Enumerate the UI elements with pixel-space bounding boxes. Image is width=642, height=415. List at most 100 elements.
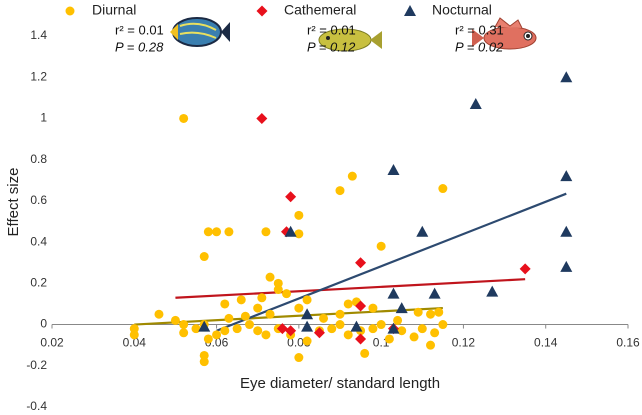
point — [276, 323, 288, 335]
legend-label: Diurnal — [92, 2, 136, 18]
point — [285, 191, 297, 203]
r2-label: r² = 0.01 — [307, 22, 356, 37]
point — [191, 324, 201, 334]
point — [224, 227, 234, 237]
x-axis-title: Eye diameter/ standard length — [240, 375, 440, 392]
y-tick-label: 1.2 — [30, 69, 47, 83]
trend-line — [216, 192, 567, 332]
point — [376, 320, 386, 330]
point — [257, 293, 267, 303]
r2-label: r² = 0.01 — [115, 22, 164, 37]
point — [199, 252, 209, 262]
point — [212, 227, 222, 237]
point — [426, 340, 436, 350]
point — [261, 227, 271, 237]
point — [368, 303, 378, 313]
point — [240, 311, 250, 321]
y-tick-label: 0.8 — [30, 152, 47, 166]
point — [430, 328, 440, 338]
y-tick-label: 1.4 — [30, 28, 47, 42]
point — [129, 324, 139, 334]
point — [265, 272, 275, 282]
point — [294, 229, 304, 239]
point — [220, 326, 230, 336]
point — [203, 227, 213, 237]
point — [350, 320, 363, 332]
point — [253, 326, 263, 336]
y-tick-label: 0.6 — [30, 193, 47, 207]
point — [387, 322, 400, 334]
point — [426, 309, 436, 319]
point — [170, 315, 180, 325]
point — [236, 295, 246, 305]
point — [397, 326, 407, 336]
point — [327, 324, 337, 334]
point — [273, 278, 283, 288]
x-tick-label: 0.02 — [40, 336, 64, 350]
point — [486, 285, 499, 297]
p-label: P = 0.02 — [455, 39, 504, 54]
point — [519, 263, 531, 275]
legend-marker — [65, 6, 75, 16]
x-tick-label: 0.12 — [452, 336, 476, 350]
point — [261, 330, 271, 340]
legend-label: Nocturnal — [432, 2, 492, 18]
point — [302, 295, 312, 305]
point — [413, 307, 423, 317]
point — [294, 210, 304, 220]
x-tick-label: 0.16 — [616, 336, 640, 350]
point — [265, 309, 275, 319]
point — [212, 330, 222, 340]
point — [220, 299, 230, 309]
point — [179, 328, 189, 338]
point — [203, 334, 213, 344]
point — [409, 332, 419, 342]
point — [428, 287, 441, 299]
point — [360, 348, 370, 358]
point — [434, 307, 444, 317]
point — [355, 333, 367, 345]
point — [560, 260, 573, 272]
point — [154, 309, 164, 319]
fish-diurnal — [170, 17, 230, 47]
point — [335, 309, 345, 319]
point — [294, 303, 304, 313]
point — [355, 300, 367, 312]
y-tick-label: 0 — [40, 317, 47, 331]
point — [199, 357, 209, 367]
point — [253, 303, 263, 313]
point — [395, 302, 408, 314]
point — [199, 350, 209, 360]
x-tick-label: 0.04 — [123, 336, 147, 350]
fish-cathemeral — [318, 28, 382, 52]
y-tick-label: -0.4 — [26, 399, 47, 413]
point — [232, 324, 242, 334]
point — [560, 71, 573, 83]
point — [368, 324, 378, 334]
y-tick-label: 0.4 — [30, 234, 47, 248]
legend-marker — [256, 5, 268, 17]
p-label: P = 0.12 — [307, 39, 356, 54]
r2-label: r² = 0.31 — [455, 22, 504, 37]
point — [335, 186, 345, 196]
point — [438, 320, 448, 330]
point — [129, 330, 139, 340]
y-tick-label: 0.2 — [30, 276, 47, 290]
point — [198, 320, 211, 332]
point — [319, 313, 329, 323]
point — [179, 113, 189, 123]
point — [284, 225, 297, 237]
point — [273, 285, 283, 295]
point — [313, 327, 325, 339]
point — [376, 241, 386, 251]
point — [469, 98, 482, 110]
point — [417, 324, 427, 334]
point — [343, 330, 353, 340]
point — [393, 315, 403, 325]
point — [224, 313, 234, 323]
y-tick-label: 1 — [40, 111, 47, 125]
point — [347, 171, 357, 181]
point — [244, 320, 254, 330]
point — [301, 320, 314, 332]
